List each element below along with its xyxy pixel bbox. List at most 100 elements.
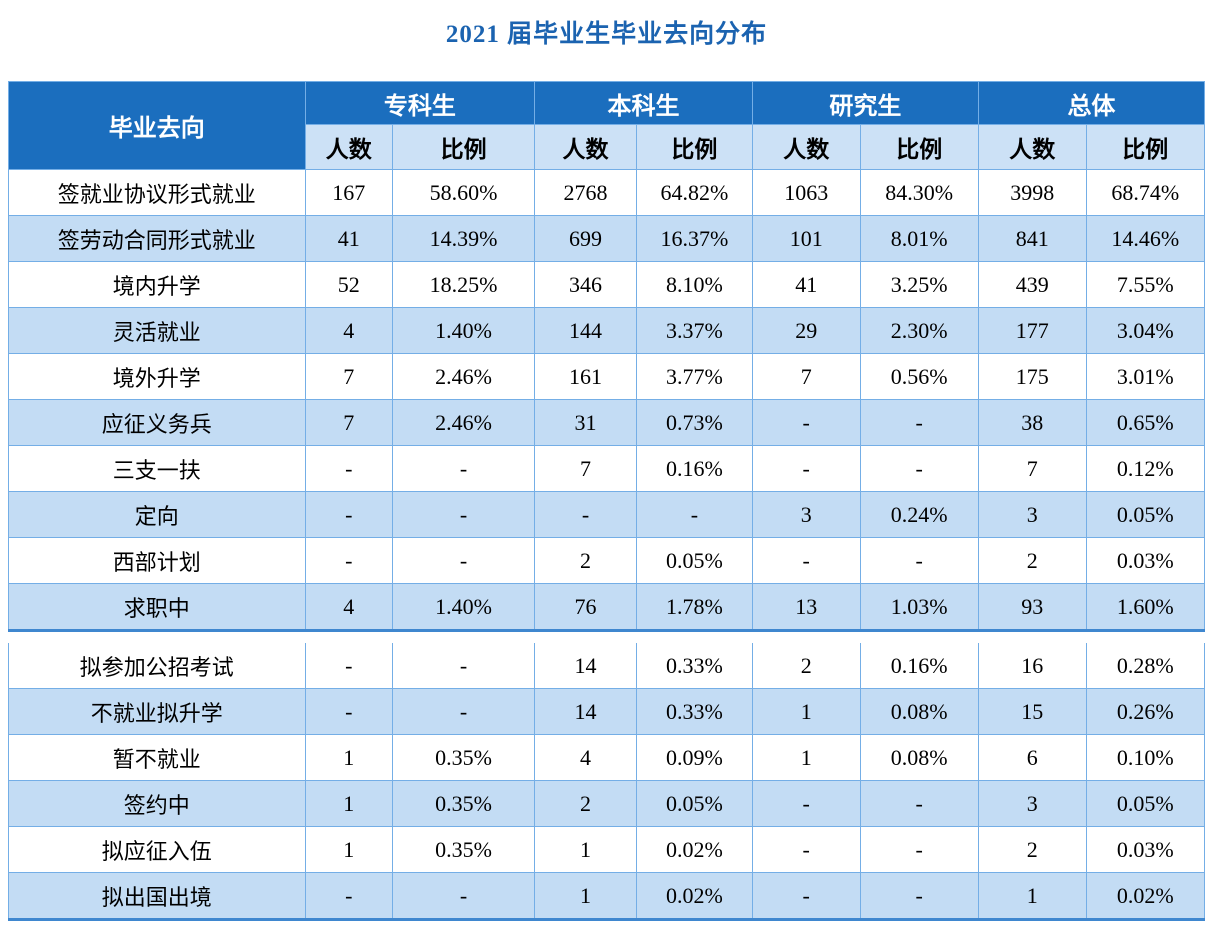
subheader-count-benke: 人数 <box>534 124 637 170</box>
table-row: 签劳动合同形式就业 41 14.39% 699 16.37% 101 8.01% 841 14.… <box>8 215 1206 262</box>
subheader-count-total: 人数 <box>977 124 1087 170</box>
table-cell: 1063 <box>751 169 861 216</box>
table-cell: 3 <box>977 780 1087 827</box>
sub-header-row: 人数 比例 人数 比例 人数 比例 人数 比例 <box>9 124 1206 170</box>
table-cell: 439 <box>977 261 1087 308</box>
table-cell: 0.24% <box>859 491 979 538</box>
table-cell: 0.56% <box>859 353 979 400</box>
table-cell: 2 <box>751 643 861 689</box>
table-cell: 346 <box>534 261 637 308</box>
table-cell: 7 <box>304 399 393 446</box>
row-label: 拟出国出境 <box>8 872 306 921</box>
row-label: 应征义务兵 <box>8 399 306 446</box>
table-cell: 84.30% <box>859 169 979 216</box>
table-row: 西部计划 - -2 0.05% - -2 0.03% <box>8 537 1206 584</box>
table-cell: 0.65% <box>1085 399 1206 446</box>
subheader-ratio-total: 比例 <box>1085 124 1206 170</box>
table-cell: - <box>304 688 393 735</box>
table-cell: - <box>859 780 979 827</box>
table-row: 拟参加公招考试 - -14 0.33% 2 0.16% 16 0.28% <box>8 643 1206 689</box>
table-cell: 101 <box>751 215 861 262</box>
subheader-count-yanjiu: 人数 <box>751 124 861 170</box>
table-row: 签就业协议形式就业 167 58.60% 2768 64.82% 1063 84.30% 39… <box>8 169 1206 216</box>
table-cell: 29 <box>751 307 861 354</box>
table-cell: 14.39% <box>391 215 536 262</box>
table-cell: 4 <box>304 307 393 354</box>
table-cell: 8.10% <box>635 261 753 308</box>
row-label: 不就业拟升学 <box>8 688 306 735</box>
table-cell: 144 <box>534 307 637 354</box>
table-cell: - <box>751 537 861 584</box>
table-cell: 0.08% <box>859 734 979 781</box>
group-header-row: 毕业去向 专科生 本科生 研究生 总体 <box>8 81 1206 170</box>
row-label: 境外升学 <box>8 353 306 400</box>
table-cell: - <box>304 491 393 538</box>
row-label: 签约中 <box>8 780 306 827</box>
table-top-section: 毕业去向 专科生 本科生 研究生 总体 人数 比例 人数 比例 人数 比例 人数… <box>8 81 1206 632</box>
table-cell: 177 <box>977 307 1087 354</box>
table-cell: - <box>534 491 637 538</box>
table-cell: 0.05% <box>1085 491 1206 538</box>
table-cell: 2.46% <box>391 353 536 400</box>
table-cell: - <box>751 445 861 492</box>
group-header-zhuanke: 专科生 <box>304 81 536 125</box>
table-row: 拟应征入伍 1 0.35% 1 0.02% - -2 0.03% <box>8 826 1206 873</box>
table-cell: - <box>391 491 536 538</box>
page-break-gap <box>8 632 1205 643</box>
table-cell: 0.16% <box>859 643 979 689</box>
table-cell: 16 <box>977 643 1087 689</box>
table-cell: 1.40% <box>391 583 536 632</box>
table-cell: - <box>859 872 979 921</box>
row-label: 灵活就业 <box>8 307 306 354</box>
table-cell: 0.35% <box>391 734 536 781</box>
table-cell: 8.01% <box>859 215 979 262</box>
row-label: 境内升学 <box>8 261 306 308</box>
table-cell: 3998 <box>977 169 1087 216</box>
table-row: 求职中 4 1.40% 76 1.78% 13 1.03% 93 1.60% <box>8 583 1206 632</box>
subheader-ratio-benke: 比例 <box>635 124 753 170</box>
table-cell: 7.55% <box>1085 261 1206 308</box>
table-cell: 3.37% <box>635 307 753 354</box>
table-cell: 41 <box>751 261 861 308</box>
table-cell: 31 <box>534 399 637 446</box>
subheader-ratio-zhuanke: 比例 <box>391 124 536 170</box>
table-row: 定向 - - - -3 0.24% 3 0.05% <box>8 491 1206 538</box>
table-cell: 2 <box>977 537 1087 584</box>
table-cell: 0.10% <box>1085 734 1206 781</box>
table-cell: - <box>751 826 861 873</box>
row-label: 暂不就业 <box>8 734 306 781</box>
table-cell: 93 <box>977 583 1087 632</box>
table-cell: 1.60% <box>1085 583 1206 632</box>
row-label: 定向 <box>8 491 306 538</box>
table-cell: 0.05% <box>635 537 753 584</box>
table-cell: 7 <box>751 353 861 400</box>
table-cell: 0.33% <box>635 643 753 689</box>
table-cell: - <box>635 491 753 538</box>
table-cell: 0.05% <box>635 780 753 827</box>
table-cell: 1.78% <box>635 583 753 632</box>
table-cell: 0.09% <box>635 734 753 781</box>
table-cell: 3.77% <box>635 353 753 400</box>
table-cell: 841 <box>977 215 1087 262</box>
table-cell: 13 <box>751 583 861 632</box>
row-label: 签劳动合同形式就业 <box>8 215 306 262</box>
table-cell: 2 <box>534 780 637 827</box>
table-cell: 7 <box>304 353 393 400</box>
table-cell: 14.46% <box>1085 215 1206 262</box>
table-cell: 1 <box>751 688 861 735</box>
table-cell: 175 <box>977 353 1087 400</box>
table-cell: 3.01% <box>1085 353 1206 400</box>
table-cell: 3 <box>751 491 861 538</box>
table-cell: 2.30% <box>859 307 979 354</box>
group-header-total: 总体 <box>977 81 1206 125</box>
table-cell: 0.08% <box>859 688 979 735</box>
page-title: 2021 届毕业生毕业去向分布 <box>445 21 768 48</box>
table-cell: 38 <box>977 399 1087 446</box>
table-cell: 0.16% <box>635 445 753 492</box>
table-cell: 0.26% <box>1085 688 1206 735</box>
table-cell: - <box>859 537 979 584</box>
table-cell: - <box>391 688 536 735</box>
table-header: 毕业去向 专科生 本科生 研究生 总体 人数 比例 人数 比例 人数 比例 人数… <box>8 81 1206 170</box>
table-cell: 2768 <box>534 169 637 216</box>
table-cell: 1.03% <box>859 583 979 632</box>
